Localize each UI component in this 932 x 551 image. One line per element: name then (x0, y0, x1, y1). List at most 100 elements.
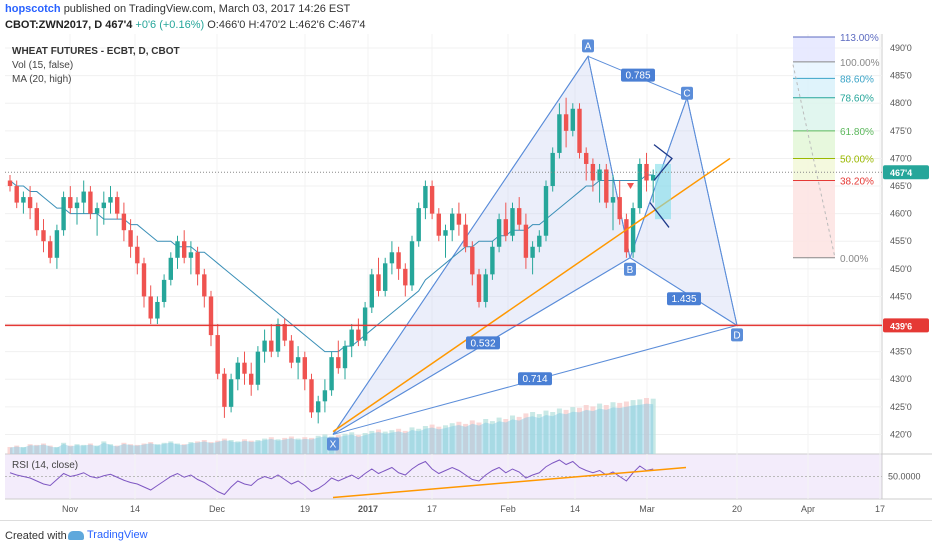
last-price-badge-bg (883, 165, 929, 180)
candle-body (135, 246, 140, 264)
sell-arrow-icon (627, 183, 634, 190)
volume-bar (275, 439, 281, 454)
pattern-leg-BD (629, 257, 738, 326)
volume-ma-area (10, 403, 654, 454)
candle-body (557, 114, 562, 153)
candle-body (249, 373, 254, 385)
volume-bar (322, 434, 328, 454)
volume-bar (201, 440, 207, 454)
created-with-text: Created with (5, 530, 67, 542)
pattern-leg-XA (332, 56, 589, 435)
volume-bar (583, 405, 589, 454)
candle-body (483, 274, 488, 302)
open-value: O:466'0 (207, 19, 246, 31)
candle-body (309, 379, 314, 413)
candle-body (41, 230, 46, 242)
candle-body (610, 197, 616, 203)
candle-body (48, 241, 53, 258)
tradingview-cloud-icon (68, 530, 84, 540)
volume-bar (128, 444, 134, 454)
volume-bar (644, 398, 649, 454)
volume-bar (34, 444, 40, 454)
volume-bar (101, 441, 107, 454)
candle-body (316, 401, 321, 413)
volume-bar (456, 421, 462, 454)
y-tick-label: 490'0 (890, 43, 912, 53)
support-price-badge-bg (883, 318, 929, 333)
pattern-point-X: X (330, 439, 337, 450)
candle-body (215, 335, 220, 374)
candle-body (242, 362, 247, 374)
x-tick-label: 14 (570, 504, 580, 514)
vol-indicator-label[interactable]: Vol (15, false) (12, 60, 74, 71)
candle-body (436, 213, 441, 236)
volume-bar (242, 439, 247, 454)
y-tick-label: 485'0 (890, 71, 912, 81)
volume-bar (181, 444, 187, 454)
candle-body (208, 296, 214, 336)
candle-body (349, 329, 354, 347)
volume-bar (114, 445, 120, 454)
author-name[interactable]: hopscotch (5, 3, 61, 15)
volume-bar (369, 430, 375, 454)
volume-bar (14, 445, 20, 454)
fib-level-label: 113.00% (840, 34, 879, 44)
x-tick-label: 2017 (358, 504, 378, 514)
candle-body (503, 219, 508, 236)
volume-bar (235, 441, 241, 454)
ma-indicator-label[interactable]: MA (20, high) (12, 74, 72, 85)
candle-body (597, 169, 602, 181)
fib-level-label: 50.00% (840, 154, 874, 165)
volume-bar (637, 399, 643, 454)
pattern-point-C: C (683, 89, 690, 100)
candle-body (523, 224, 529, 258)
candle-body (121, 213, 127, 231)
footer: Created with TradingView (0, 520, 932, 551)
rsi-indicator-label[interactable]: RSI (14, close) (12, 460, 79, 471)
volume-bar (536, 414, 542, 454)
volume-bar (443, 425, 448, 454)
x-tick-label: 17 (427, 504, 437, 514)
fib-trend-dashed (792, 64, 836, 258)
candle-body (403, 268, 408, 286)
candle-body (34, 208, 39, 231)
candle-body (202, 274, 207, 297)
volume-bar (67, 445, 73, 454)
volume-bar (288, 436, 294, 454)
candle-body (443, 230, 448, 236)
candle-body (302, 357, 307, 380)
volume-bar (550, 412, 556, 454)
projection-marker-top (653, 144, 673, 181)
candle-body (476, 274, 482, 302)
symbol-name: CBOT:ZWN2017, D (5, 19, 103, 31)
chart-title: WHEAT FUTURES - ECBT, D, CBOT (12, 46, 180, 57)
y-tick-label: 420'0 (890, 429, 912, 439)
candle-body (336, 357, 341, 369)
tradingview-logo[interactable]: TradingView (68, 529, 148, 541)
volume-bar (489, 421, 495, 454)
last-price: 467'4 (105, 19, 133, 31)
support-price-badge: 439'6 (890, 321, 912, 331)
candle-body (282, 324, 287, 341)
x-tick-label: Apr (801, 504, 815, 514)
volume-bar (268, 437, 274, 454)
candle-body (222, 373, 227, 407)
volume-bar (27, 444, 33, 454)
volume-bar (61, 442, 67, 454)
volume-bar (630, 400, 636, 454)
candle-body (61, 197, 66, 231)
volume-bar (449, 423, 455, 454)
x-tick-label: 14 (130, 504, 140, 514)
volume-bar (650, 398, 656, 454)
pattern-point-X-bg (327, 437, 339, 451)
volume-bar (215, 440, 221, 454)
candle-body (168, 257, 173, 280)
chart-canvas[interactable]: 490'0 485'0 480'0 475'0 470'0 465'0 460'0 455'0… (0, 34, 932, 520)
candle-body (101, 202, 106, 209)
candle-body (604, 169, 609, 203)
fib-level-label: 88.60% (840, 74, 874, 85)
candle-body (228, 379, 234, 407)
volume-bar (248, 440, 254, 454)
candle-body (389, 252, 395, 264)
volume-bar (389, 430, 395, 454)
